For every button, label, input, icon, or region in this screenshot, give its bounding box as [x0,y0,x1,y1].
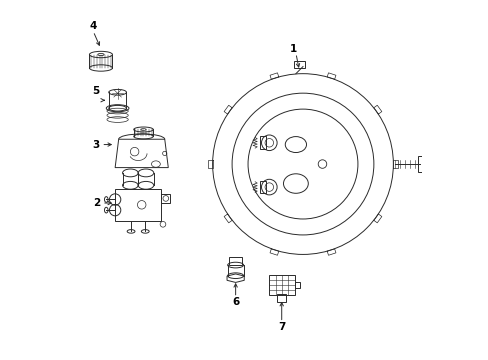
Text: 2: 2 [93,198,100,208]
Bar [417,156,431,172]
Bar [161,194,170,203]
Bar [294,282,300,288]
Bar [293,61,304,68]
Bar [277,294,285,302]
Bar [229,257,242,265]
Text: 4: 4 [89,21,97,31]
Text: 7: 7 [278,322,285,332]
Bar [260,136,265,149]
Text: 5: 5 [92,86,99,96]
Text: 1: 1 [289,44,296,54]
Text: 3: 3 [92,140,99,149]
Text: 6: 6 [231,297,239,307]
Bar [269,275,294,295]
Bar [260,181,265,193]
